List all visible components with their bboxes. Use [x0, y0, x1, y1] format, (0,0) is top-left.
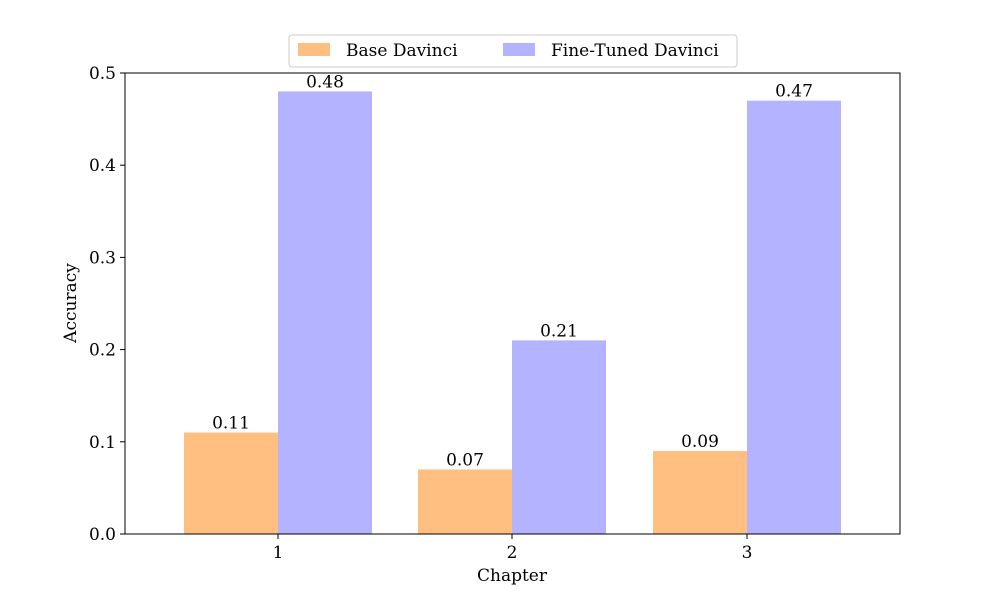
x-axis-ticks: 1 2 3: [273, 534, 753, 563]
data-label-fine-tuned-chapter-2: 0.21: [540, 321, 578, 341]
y-axis-ticks: 0.0 0.1 0.2 0.3 0.4 0.5: [89, 64, 125, 545]
data-label-fine-tuned-chapter-1: 0.48: [306, 72, 344, 92]
bar-base-chapter-3: [653, 451, 747, 534]
legend-swatch-base-davinci: [298, 43, 330, 56]
y-tick-label: 0.2: [89, 341, 116, 361]
x-tick-label: 3: [742, 543, 753, 563]
x-tick-label: 1: [273, 543, 284, 563]
legend-label-fine-tuned-davinci: Fine-Tuned Davinci: [551, 41, 719, 61]
legend-swatch-fine-tuned-davinci: [503, 43, 535, 56]
legend-label-base-davinci: Base Davinci: [346, 41, 458, 61]
data-label-base-chapter-1: 0.11: [212, 414, 250, 434]
bar-base-chapter-2: [418, 469, 512, 534]
bar-fine-tuned-chapter-1: [278, 91, 372, 534]
y-tick-label: 0.1: [89, 433, 116, 453]
bar-base-chapter-1: [184, 432, 278, 534]
y-tick-label: 0.5: [89, 64, 116, 84]
data-label-base-chapter-2: 0.07: [446, 450, 484, 470]
data-labels-group: 0.11 0.48 0.07 0.21 0.09 0.47: [212, 72, 813, 470]
bar-fine-tuned-chapter-2: [512, 340, 606, 534]
y-tick-label: 0.4: [89, 156, 116, 176]
bars-group: [184, 91, 841, 534]
x-tick-label: 2: [507, 543, 518, 563]
bar-fine-tuned-chapter-3: [747, 100, 841, 534]
y-tick-label: 0.0: [89, 525, 116, 545]
legend: Base Davinci Fine-Tuned Davinci: [288, 34, 738, 68]
data-label-fine-tuned-chapter-3: 0.47: [775, 82, 813, 102]
data-label-base-chapter-3: 0.09: [681, 432, 719, 452]
y-tick-label: 0.3: [89, 248, 116, 268]
x-axis-label: Chapter: [477, 566, 548, 586]
y-axis-label: Accuracy: [61, 263, 81, 344]
